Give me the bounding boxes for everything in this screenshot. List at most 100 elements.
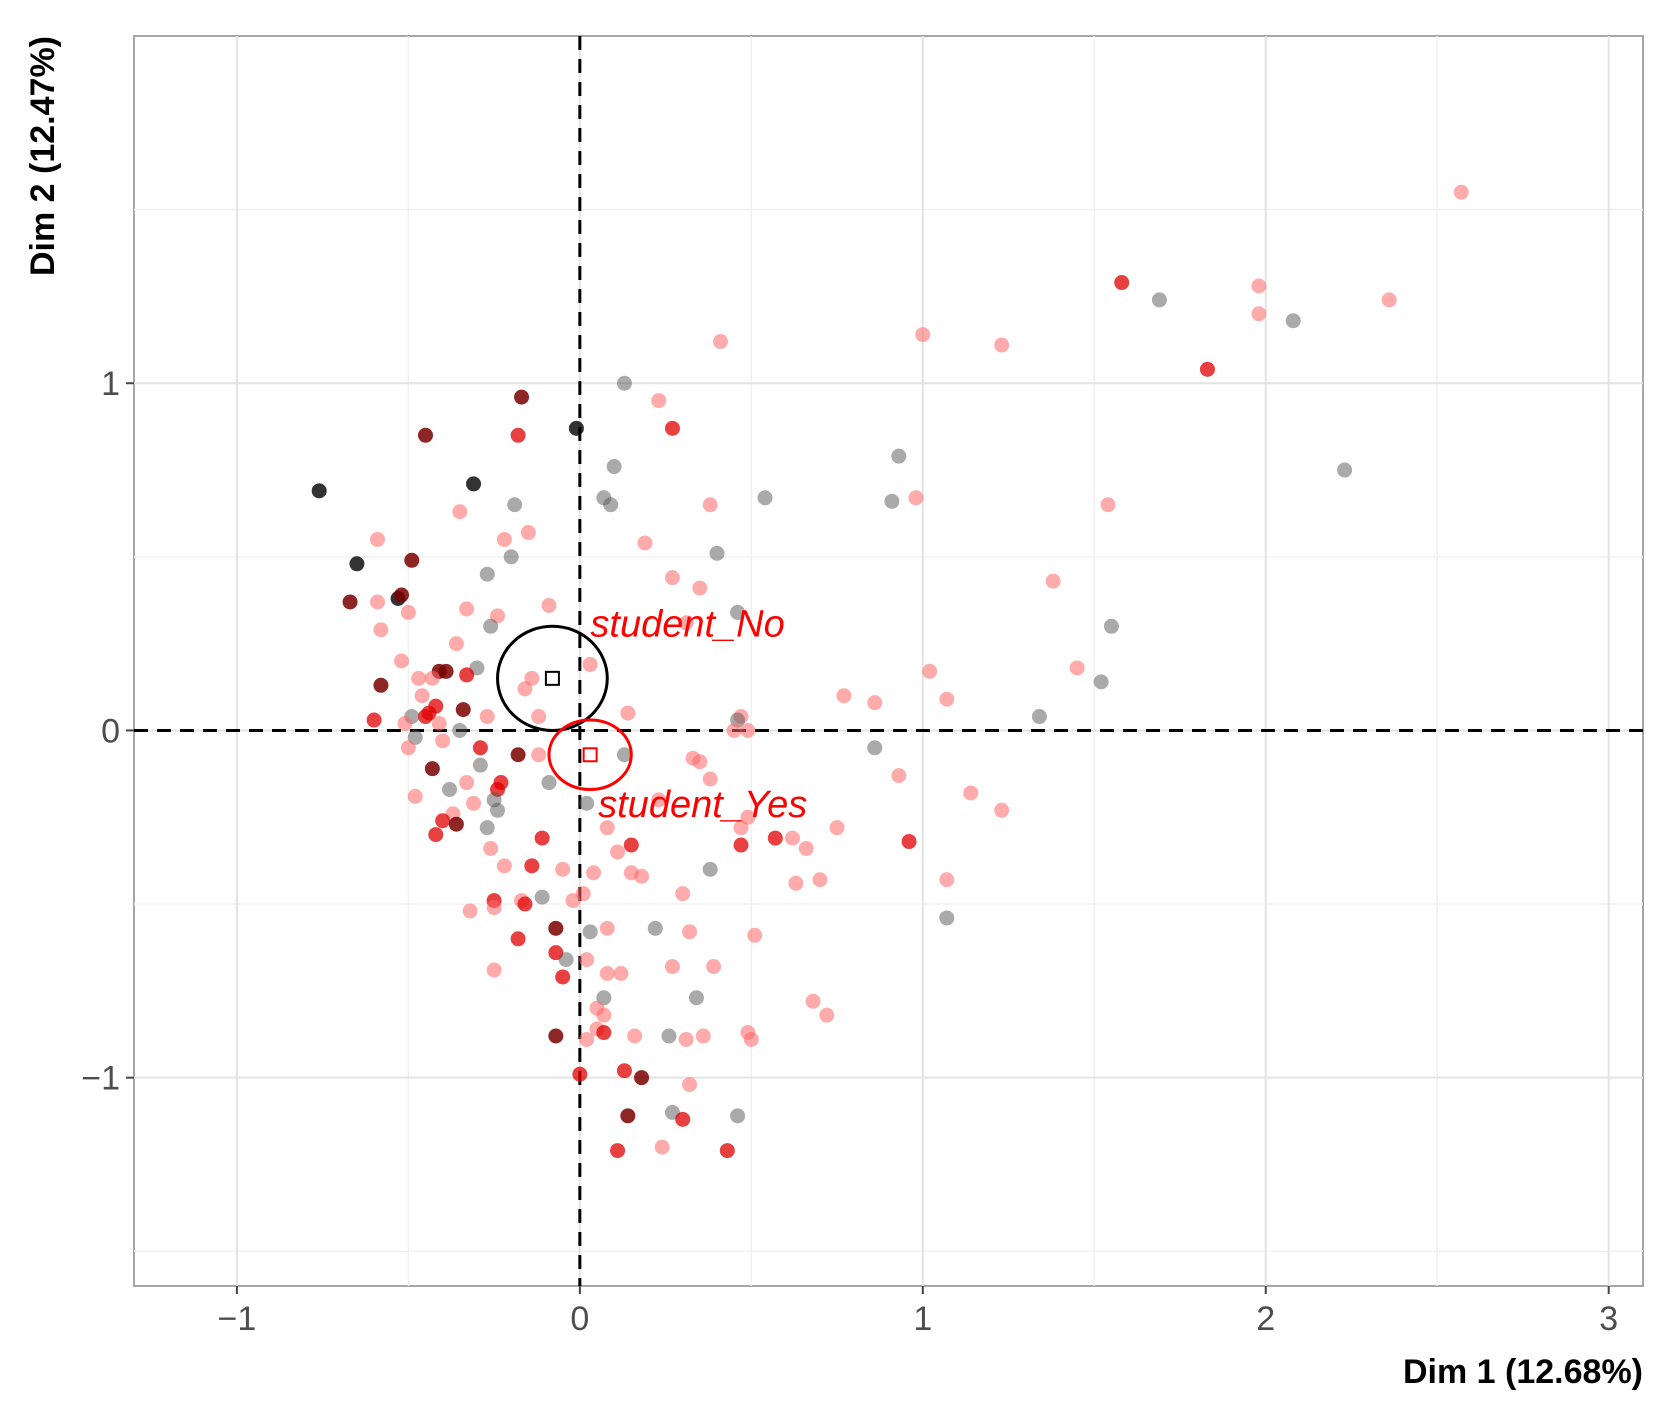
data-point	[414, 688, 430, 704]
x-tick-label: 3	[1599, 1300, 1618, 1338]
data-points	[311, 184, 1469, 1159]
data-point	[400, 740, 416, 756]
data-point	[798, 841, 814, 856]
category-center-square	[544, 670, 560, 686]
data-point	[411, 670, 427, 686]
data-point	[452, 722, 468, 738]
data-point	[620, 1108, 636, 1124]
x-axis-ticks: −1 0 1 2 3	[218, 1286, 1618, 1338]
data-point	[647, 920, 663, 936]
data-point	[496, 858, 512, 874]
data-point	[555, 969, 571, 985]
confidence-ellipse	[547, 718, 633, 791]
data-point	[994, 337, 1010, 353]
data-point	[400, 604, 416, 620]
data-point	[599, 820, 615, 836]
data-point	[366, 712, 382, 728]
data-point	[1199, 361, 1215, 377]
data-point	[431, 716, 447, 731]
data-point	[369, 531, 385, 547]
data-point	[435, 813, 451, 829]
data-point	[311, 483, 327, 499]
data-point	[438, 663, 454, 679]
confidence-ellipse	[496, 624, 609, 732]
data-point	[442, 781, 458, 797]
y-tick-label: 1	[101, 365, 120, 403]
data-point	[678, 615, 694, 631]
data-point	[915, 327, 931, 343]
data-point	[555, 861, 571, 877]
data-point	[394, 587, 410, 603]
data-point	[805, 993, 821, 1009]
data-point	[483, 618, 499, 634]
data-point	[486, 900, 502, 916]
category-label: student_No	[590, 603, 784, 645]
data-point	[404, 552, 420, 568]
data-point	[733, 837, 749, 853]
data-point	[459, 667, 475, 683]
data-point	[685, 750, 701, 766]
data-point	[740, 809, 756, 825]
data-point	[757, 490, 773, 506]
x-tick-label: 0	[570, 1300, 589, 1338]
data-point	[651, 792, 667, 808]
data-point	[514, 389, 530, 405]
data-point	[548, 920, 564, 936]
data-point	[531, 747, 547, 763]
data-point	[661, 1028, 677, 1044]
data-point	[424, 670, 440, 686]
data-point	[541, 597, 557, 613]
data-point	[486, 962, 502, 978]
data-point	[455, 702, 471, 718]
data-point	[1114, 275, 1130, 291]
data-point	[627, 1028, 643, 1044]
data-point	[730, 604, 746, 620]
data-point	[1031, 709, 1047, 725]
data-point	[682, 924, 698, 940]
data-point	[479, 566, 495, 582]
data-point	[747, 927, 763, 943]
data-point	[524, 858, 540, 874]
data-point	[459, 775, 475, 791]
data-point	[483, 841, 499, 856]
data-point	[678, 1031, 694, 1047]
data-point	[767, 830, 783, 846]
data-point	[369, 594, 385, 610]
data-point	[610, 1143, 626, 1159]
y-tick-label: −1	[81, 1060, 120, 1098]
data-point	[373, 677, 389, 693]
grid-lines	[134, 36, 1643, 1286]
data-point	[596, 1025, 612, 1041]
data-point	[620, 705, 636, 721]
data-point	[517, 896, 533, 912]
y-tick-label: 0	[101, 712, 120, 750]
data-point	[1381, 292, 1397, 308]
data-point	[651, 393, 667, 409]
data-point	[568, 420, 584, 436]
data-point	[1151, 292, 1167, 308]
data-point	[730, 1108, 746, 1124]
data-point	[884, 493, 900, 509]
x-axis-title: Dim 1 (12.68%)	[1403, 1353, 1643, 1391]
y-axis-title: Dim 2 (12.47%)	[24, 36, 62, 276]
data-point	[435, 733, 451, 749]
data-point	[891, 768, 907, 784]
data-point	[428, 827, 444, 843]
data-point	[702, 771, 718, 787]
x-tick-label: 2	[1256, 1300, 1275, 1338]
data-point	[743, 1031, 759, 1047]
data-point	[599, 920, 615, 936]
data-point	[579, 795, 595, 811]
data-point	[901, 834, 917, 850]
data-point	[448, 636, 464, 652]
data-point	[1093, 674, 1109, 690]
plot-panel	[133, 35, 1644, 1287]
data-point	[726, 722, 742, 738]
data-point	[788, 875, 804, 891]
data-point	[510, 427, 526, 443]
data-point	[939, 691, 955, 707]
data-point	[664, 570, 680, 586]
data-point	[1453, 184, 1469, 200]
data-point	[603, 497, 619, 513]
data-point	[507, 497, 523, 513]
